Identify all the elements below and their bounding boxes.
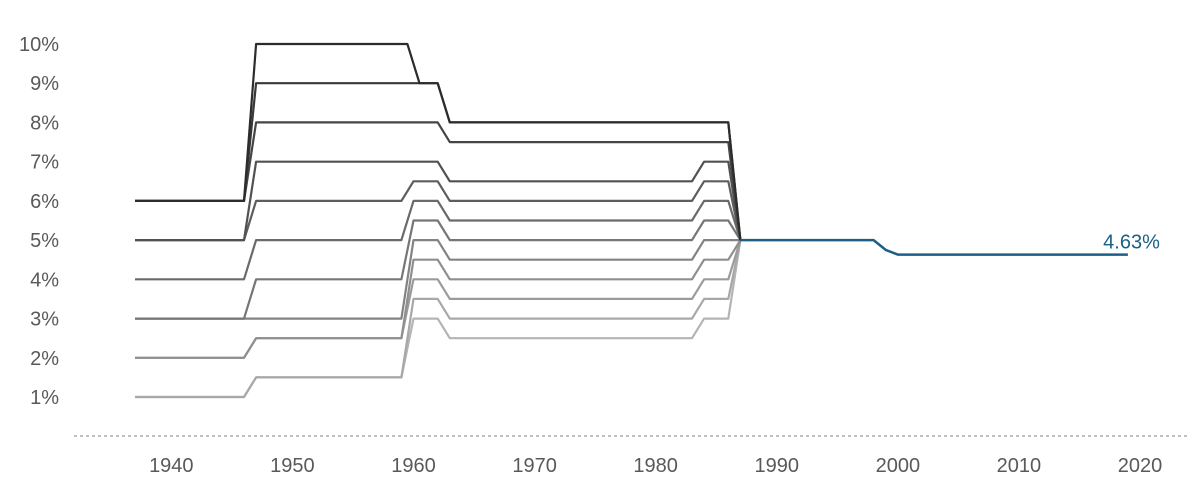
x-tick-label: 1950 [270, 455, 315, 477]
y-tick-label: 7% [30, 152, 59, 174]
y-tick-label: 3% [30, 309, 59, 331]
x-tick-label: 2000 [876, 455, 921, 477]
y-tick-label: 1% [30, 387, 59, 409]
x-tick-label: 2020 [1118, 455, 1163, 477]
y-tick-label: 10% [19, 34, 59, 56]
x-axis: 1940 1950 1960 1970 1980 1990 2000 2010 2020 [74, 435, 1188, 477]
series-line [135, 160, 742, 242]
y-tick-label: 5% [30, 230, 59, 252]
series-line [135, 239, 742, 399]
series-line [135, 42, 742, 241]
y-tick-label: 6% [30, 191, 59, 213]
annotations: 4.63% [1103, 232, 1160, 254]
series-line [135, 239, 742, 359]
plot-area [135, 42, 1128, 399]
x-tick-label: 1980 [633, 455, 678, 477]
y-tick-label: 9% [30, 73, 59, 95]
series-line [135, 199, 742, 281]
y-tick-label: 8% [30, 112, 59, 134]
highlight-series-line [740, 238, 1128, 256]
x-tick-label: 1940 [149, 455, 194, 477]
x-tick-label: 1990 [754, 455, 799, 477]
series-line [135, 219, 742, 320]
series-line [135, 180, 742, 242]
y-tick-label: 2% [30, 348, 59, 370]
x-tick-label: 1960 [391, 455, 436, 477]
x-tick-label: 1970 [512, 455, 557, 477]
y-axis: 1% 2% 3% 4% 5% 6% 7% 8% 9% 10% [19, 34, 59, 409]
x-tick-label: 2010 [997, 455, 1042, 477]
series-line [135, 239, 741, 320]
end-value-label: 4.63% [1103, 232, 1160, 254]
y-tick-label: 4% [30, 269, 59, 291]
